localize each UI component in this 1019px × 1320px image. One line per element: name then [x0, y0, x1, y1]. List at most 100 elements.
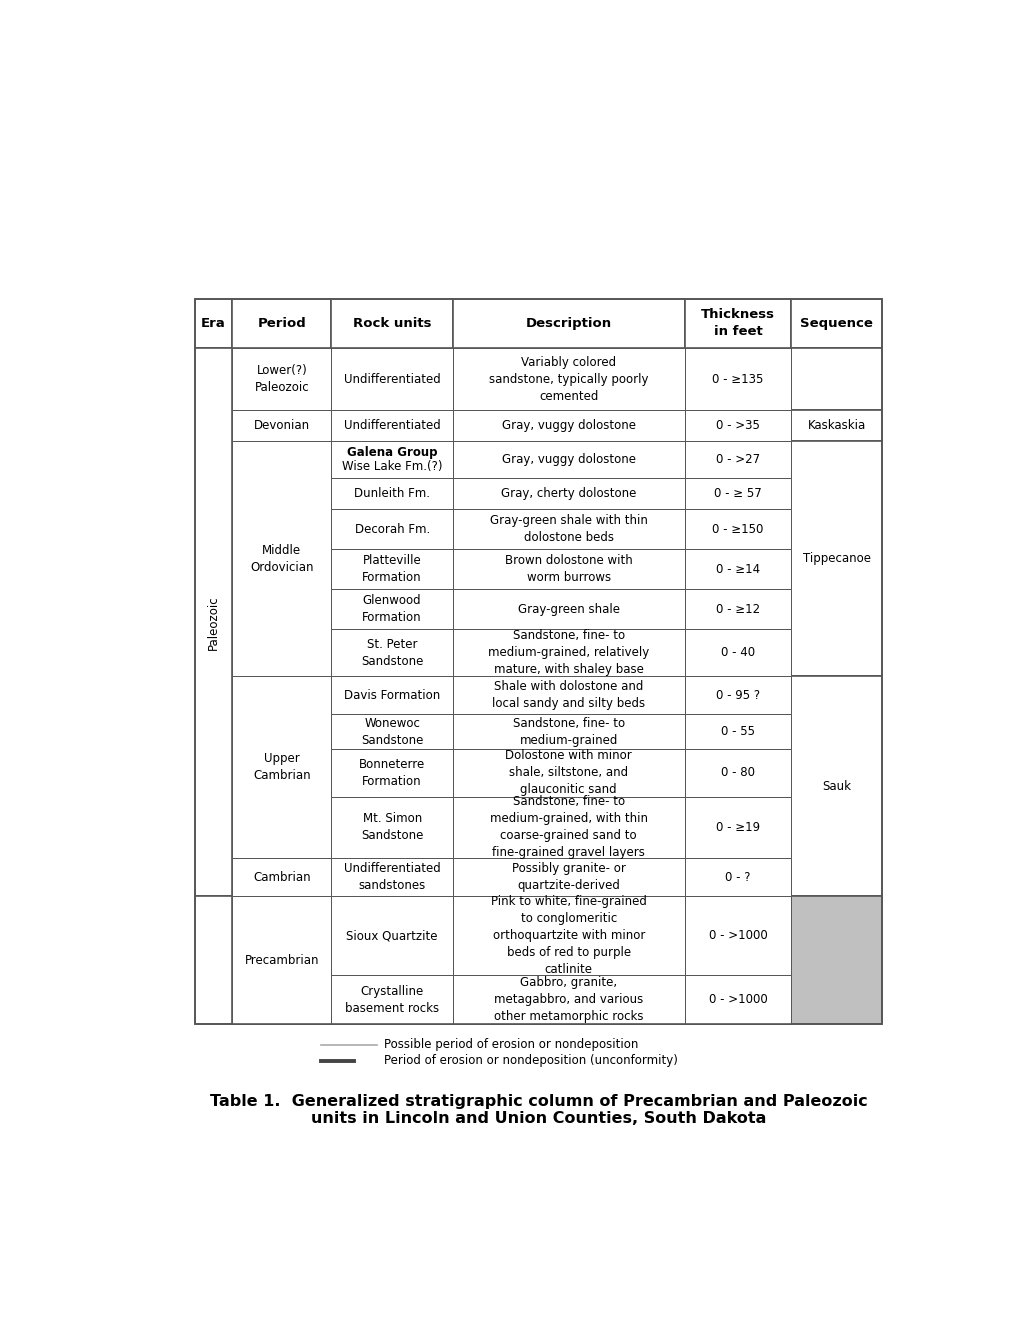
Text: Period: Period	[257, 317, 306, 330]
Text: 0 - ≥12: 0 - ≥12	[715, 603, 759, 615]
Bar	[452, 975, 684, 1024]
Bar	[452, 589, 684, 630]
Bar	[452, 714, 684, 750]
Text: Gray-green shale: Gray-green shale	[518, 603, 620, 615]
Bar	[684, 630, 791, 676]
Bar	[452, 478, 684, 510]
Bar	[331, 750, 452, 796]
Text: Brown dolostone with
worm burrows: Brown dolostone with worm burrows	[504, 554, 632, 583]
Text: Platteville
Formation: Platteville Formation	[362, 554, 422, 583]
Text: Upper
Cambrian: Upper Cambrian	[253, 752, 311, 783]
Bar	[331, 975, 452, 1024]
Text: Variably colored
sandstone, typically poorly
cemented: Variably colored sandstone, typically po…	[488, 355, 648, 403]
Bar	[331, 298, 452, 348]
Bar	[684, 676, 791, 714]
Bar	[331, 896, 452, 975]
Text: Description: Description	[525, 317, 611, 330]
Bar	[232, 411, 331, 441]
Text: Sandstone, fine- to
medium-grained: Sandstone, fine- to medium-grained	[513, 717, 625, 747]
Bar	[232, 676, 331, 858]
Bar	[452, 441, 684, 478]
Bar	[791, 411, 881, 441]
Bar	[331, 478, 452, 510]
Text: units in Lincoln and Union Counties, South Dakota: units in Lincoln and Union Counties, Sou…	[311, 1111, 765, 1126]
Text: Lower(?)
Paleozoic: Lower(?) Paleozoic	[255, 364, 309, 395]
Bar	[791, 348, 881, 411]
Text: Sequence: Sequence	[800, 317, 872, 330]
Text: 0 - 40: 0 - 40	[720, 647, 754, 659]
Text: 0 - >1000: 0 - >1000	[708, 929, 766, 942]
Text: Period of erosion or nondeposition (unconformity): Period of erosion or nondeposition (unco…	[384, 1055, 678, 1068]
Text: Dunleith Fm.: Dunleith Fm.	[354, 487, 430, 500]
Bar	[452, 411, 684, 441]
Bar	[684, 589, 791, 630]
Text: Sioux Quartzite: Sioux Quartzite	[346, 929, 437, 942]
Bar	[684, 796, 791, 858]
Bar	[331, 796, 452, 858]
Bar	[791, 676, 881, 896]
Bar	[232, 858, 331, 896]
Bar	[684, 298, 791, 348]
Text: Wonewoc
Sandstone: Wonewoc Sandstone	[361, 717, 423, 747]
Bar	[331, 348, 452, 411]
Text: 0 - 55: 0 - 55	[720, 725, 754, 738]
Bar	[232, 348, 331, 411]
Bar	[791, 896, 881, 1024]
Text: Wise Lake Fm.(?): Wise Lake Fm.(?)	[341, 459, 442, 473]
Bar	[452, 510, 684, 549]
Text: 0 - 95 ?: 0 - 95 ?	[715, 689, 759, 702]
Bar	[684, 478, 791, 510]
Text: Sandstone, fine- to
medium-grained, with thin
coarse-grained sand to
fine-graine: Sandstone, fine- to medium-grained, with…	[489, 796, 647, 859]
Bar	[331, 858, 452, 896]
Text: 0 - ≥150: 0 - ≥150	[711, 523, 763, 536]
Bar	[452, 676, 684, 714]
Text: Undifferentiated: Undifferentiated	[343, 372, 440, 385]
Text: Undifferentiated
sandstones: Undifferentiated sandstones	[343, 862, 440, 892]
Text: Middle
Ordovician: Middle Ordovician	[250, 544, 313, 573]
Text: Possibly granite- or
quartzite-derived: Possibly granite- or quartzite-derived	[512, 862, 625, 892]
Text: Shale with dolostone and
local sandy and silty beds: Shale with dolostone and local sandy and…	[492, 680, 645, 710]
Bar	[195, 348, 232, 896]
Text: Undifferentiated: Undifferentiated	[343, 418, 440, 432]
Text: 0 - >1000: 0 - >1000	[708, 993, 766, 1006]
Bar	[684, 896, 791, 975]
Text: 0 - ≥19: 0 - ≥19	[715, 821, 759, 834]
Bar	[331, 510, 452, 549]
Text: Crystalline
basement rocks: Crystalline basement rocks	[344, 985, 439, 1015]
Bar	[195, 298, 232, 348]
Text: Gabbro, granite,
metagabbro, and various
other metamorphic rocks: Gabbro, granite, metagabbro, and various…	[493, 975, 643, 1023]
Bar	[331, 549, 452, 589]
Text: Gray, vuggy dolostone: Gray, vuggy dolostone	[501, 418, 635, 432]
Text: Precambrian: Precambrian	[245, 954, 319, 966]
Text: Kaskaskia: Kaskaskia	[807, 418, 865, 432]
Text: Devonian: Devonian	[254, 418, 310, 432]
Text: Dolostone with minor
shale, siltstone, and
glauconitic sand: Dolostone with minor shale, siltstone, a…	[505, 750, 632, 796]
Bar	[452, 298, 684, 348]
Text: Rock units: Rock units	[353, 317, 431, 330]
Text: Sandstone, fine- to
medium-grained, relatively
mature, with shaley base: Sandstone, fine- to medium-grained, rela…	[488, 630, 649, 676]
Text: Cambrian: Cambrian	[253, 871, 311, 884]
Text: 0 - >35: 0 - >35	[715, 418, 759, 432]
Text: Tippecanoe: Tippecanoe	[802, 552, 870, 565]
Text: Paleozoic: Paleozoic	[207, 595, 220, 649]
Bar	[232, 441, 331, 676]
Text: Galena Group: Galena Group	[346, 446, 437, 459]
Bar	[452, 348, 684, 411]
Text: Glenwood
Formation: Glenwood Formation	[362, 594, 422, 624]
Bar	[684, 750, 791, 796]
Text: Gray-green shale with thin
dolostone beds: Gray-green shale with thin dolostone bed…	[489, 513, 647, 544]
Bar	[195, 896, 232, 1024]
Bar	[684, 510, 791, 549]
Bar	[452, 630, 684, 676]
Text: 0 - ≥14: 0 - ≥14	[715, 562, 759, 576]
Text: Thickness
in feet: Thickness in feet	[700, 309, 774, 338]
Bar	[684, 549, 791, 589]
Text: 0 - >27: 0 - >27	[715, 453, 759, 466]
Text: Davis Formation: Davis Formation	[343, 689, 440, 702]
Bar	[684, 348, 791, 411]
Text: Bonneterre
Formation: Bonneterre Formation	[359, 758, 425, 788]
Text: Sauk: Sauk	[821, 780, 851, 793]
Bar	[791, 441, 881, 676]
Bar	[331, 714, 452, 750]
Text: Gray, vuggy dolostone: Gray, vuggy dolostone	[501, 453, 635, 466]
